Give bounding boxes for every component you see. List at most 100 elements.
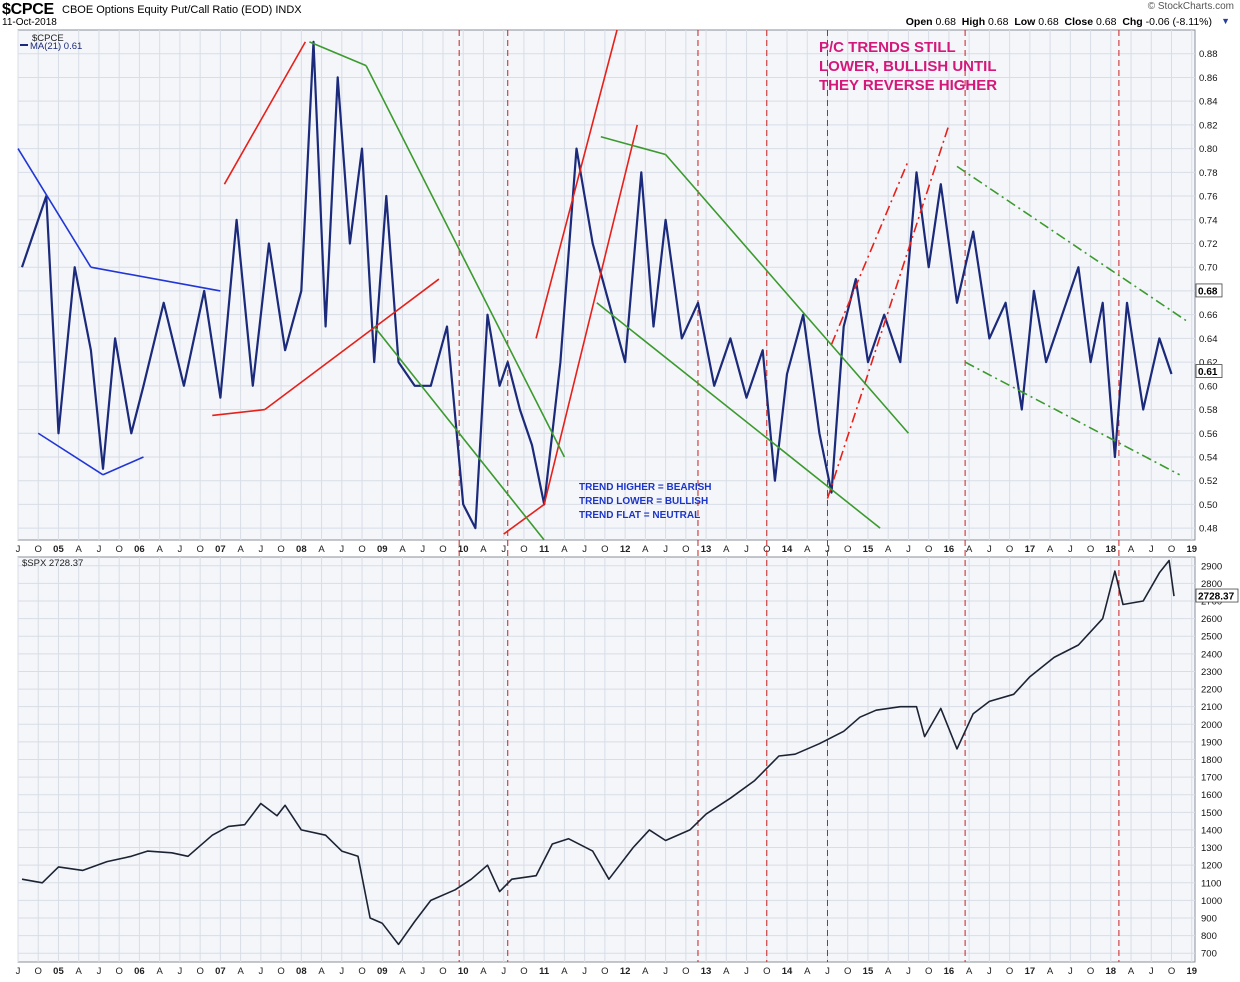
top-x-tick-label: 11 bbox=[539, 544, 550, 555]
bottom-x-tick-label: O bbox=[358, 966, 365, 977]
top-x-tick-label: 06 bbox=[134, 544, 145, 555]
bottom-x-tick-label: 19 bbox=[1186, 966, 1197, 977]
top-x-tick-label: O bbox=[925, 544, 932, 555]
trend-legend-text: TREND FLAT = NEUTRAL bbox=[579, 510, 700, 521]
bottom-y-tick-label: 1800 bbox=[1201, 755, 1222, 766]
top-x-tick-label: A bbox=[156, 544, 163, 555]
bottom-x-tick-label: A bbox=[642, 966, 649, 977]
top-x-tick-label: J bbox=[744, 544, 749, 555]
top-x-tick-label: O bbox=[682, 544, 689, 555]
top-y-tick-label: 0.82 bbox=[1199, 120, 1218, 131]
top-y-tick-label: 0.88 bbox=[1199, 49, 1218, 60]
chart-date: 11-Oct-2018 bbox=[2, 17, 57, 28]
bottom-x-tick-label: O bbox=[277, 966, 284, 977]
bottom-x-tick-label: A bbox=[156, 966, 163, 977]
top-y-tick-label: 0.52 bbox=[1199, 476, 1218, 487]
bottom-x-tick-label: O bbox=[520, 966, 527, 977]
bottom-x-tick-label: O bbox=[1168, 966, 1175, 977]
red-trendline bbox=[223, 41, 307, 185]
bottom-x-tick-label: 17 bbox=[1025, 966, 1036, 977]
trend-legend-text: TREND LOWER = BULLISH bbox=[579, 496, 708, 507]
symbol-title: $CPCE bbox=[2, 1, 54, 18]
bottom-y-tick-label: 1300 bbox=[1201, 843, 1222, 854]
top-x-tick-label: J bbox=[825, 544, 830, 555]
bottom-y-tick-label: 1900 bbox=[1201, 737, 1222, 748]
red-trendline bbox=[264, 278, 440, 411]
top-x-tick-label: A bbox=[642, 544, 649, 555]
top-x-tick-label: A bbox=[561, 544, 568, 555]
top-x-tick-label: O bbox=[35, 544, 42, 555]
top-x-tick-label: A bbox=[1128, 544, 1135, 555]
bottom-x-tick-label: A bbox=[480, 966, 487, 977]
top-y-tick-label: 0.72 bbox=[1199, 239, 1218, 250]
top-x-tick-label: J bbox=[582, 544, 587, 555]
top-y-tick-label: 0.80 bbox=[1199, 144, 1218, 155]
bottom-panel-title: $SPX 2728.37 bbox=[22, 558, 83, 569]
red-trendline bbox=[503, 503, 545, 535]
top-x-tick-label: 13 bbox=[701, 544, 712, 555]
trend-annotation: P/C TRENDS STILL bbox=[819, 39, 956, 56]
blue-trendline bbox=[37, 432, 104, 476]
trend-annotation: THEY REVERSE HIGHER bbox=[819, 77, 997, 94]
top-x-tick-label: A bbox=[1047, 544, 1054, 555]
blue-trendline bbox=[90, 266, 221, 292]
top-x-tick-label: J bbox=[258, 544, 263, 555]
top-x-tick-label: J bbox=[906, 544, 911, 555]
top-x-tick-label: O bbox=[439, 544, 446, 555]
top-x-tick-label: A bbox=[318, 544, 325, 555]
bottom-x-tick-label: O bbox=[601, 966, 608, 977]
bottom-y-tick-label: 2800 bbox=[1201, 579, 1222, 590]
green-trendline bbox=[309, 41, 367, 67]
bottom-x-tick-label: A bbox=[76, 966, 83, 977]
bottom-y-tick-label: 2500 bbox=[1201, 632, 1222, 643]
bottom-x-tick-label: 16 bbox=[944, 966, 955, 977]
top-x-tick-label: A bbox=[480, 544, 487, 555]
top-y-tick-label: 0.54 bbox=[1199, 452, 1218, 463]
spx-last-value-tag: 2728.37 bbox=[1198, 592, 1235, 603]
trend-annotation: LOWER, BULLISH UNTIL bbox=[819, 58, 996, 75]
top-x-tick-label: O bbox=[1006, 544, 1013, 555]
chevron-down-icon[interactable]: ▼ bbox=[1221, 16, 1230, 26]
bottom-x-tick-label: 15 bbox=[863, 966, 874, 977]
top-y-tick-label: 0.62 bbox=[1199, 358, 1218, 369]
bottom-x-tick-label: J bbox=[178, 966, 183, 977]
blue-trendline bbox=[102, 456, 144, 476]
bottom-y-tick-label: 1600 bbox=[1201, 790, 1222, 801]
blue-trendline bbox=[17, 148, 92, 268]
bottom-x-tick-label: A bbox=[1128, 966, 1135, 977]
top-x-tick-label: J bbox=[663, 544, 668, 555]
red-trendline bbox=[830, 160, 910, 345]
top-x-tick-label: O bbox=[196, 544, 203, 555]
bottom-x-tick-label: A bbox=[966, 966, 973, 977]
bottom-x-tick-label: 13 bbox=[701, 966, 712, 977]
red-trendline bbox=[535, 29, 618, 339]
bottom-x-tick-label: J bbox=[744, 966, 749, 977]
bottom-y-tick-label: 1400 bbox=[1201, 825, 1222, 836]
bottom-x-tick-label: J bbox=[1068, 966, 1073, 977]
top-x-tick-label: O bbox=[1087, 544, 1094, 555]
top-x-tick-label: J bbox=[178, 544, 183, 555]
bottom-x-tick-label: O bbox=[35, 966, 42, 977]
bottom-x-tick-label: 10 bbox=[458, 966, 469, 977]
bottom-y-tick-label: 2000 bbox=[1201, 720, 1222, 731]
bottom-x-tick-label: O bbox=[1006, 966, 1013, 977]
last-value-tag: 0.68 bbox=[1198, 286, 1218, 297]
top-y-tick-label: 0.48 bbox=[1199, 524, 1218, 535]
brand-watermark: © StockCharts.com bbox=[1147, 1, 1234, 12]
legend-label: MA(21) 0.61 bbox=[30, 41, 82, 52]
bottom-x-tick-label: O bbox=[439, 966, 446, 977]
bottom-x-tick-label: 11 bbox=[539, 966, 550, 977]
green-trendline bbox=[373, 326, 545, 541]
bottom-x-tick-label: J bbox=[16, 966, 21, 977]
bottom-y-tick-label: 1500 bbox=[1201, 808, 1222, 819]
top-x-tick-label: 15 bbox=[863, 544, 874, 555]
top-x-tick-label: 18 bbox=[1106, 544, 1117, 555]
symbol-description: CBOE Options Equity Put/Call Ratio (EOD)… bbox=[62, 4, 302, 16]
top-x-tick-label: A bbox=[966, 544, 973, 555]
top-y-tick-label: 0.50 bbox=[1199, 500, 1218, 511]
top-y-tick-label: 0.66 bbox=[1199, 310, 1218, 321]
bottom-x-tick-label: O bbox=[763, 966, 770, 977]
top-x-tick-label: A bbox=[76, 544, 83, 555]
chart-header: $CPCE CBOE Options Equity Put/Call Ratio… bbox=[0, 0, 1240, 28]
